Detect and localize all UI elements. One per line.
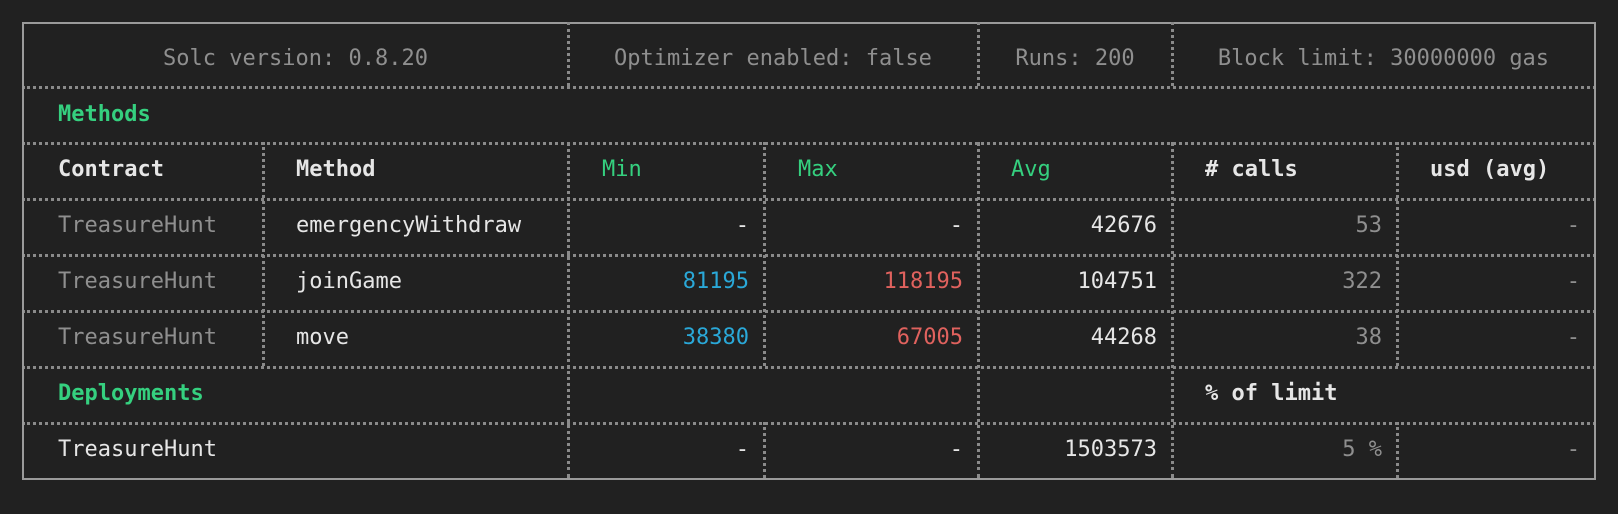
header-usd: usd (avg) (1430, 157, 1550, 182)
col-divider (1396, 142, 1399, 366)
method-row-avg: 104751 (1077, 269, 1157, 294)
row-separator (22, 422, 1596, 425)
col-divider (1171, 142, 1174, 478)
header-max: Max (798, 157, 838, 182)
col-divider (567, 142, 570, 478)
header-min: Min (602, 157, 642, 182)
method-row-max: 67005 (896, 325, 963, 350)
col-divider (567, 22, 570, 86)
header-percent-of-limit: % of limit (1205, 381, 1338, 406)
col-divider (977, 22, 980, 86)
row-separator (22, 310, 1596, 313)
method-row-max: - (949, 213, 963, 238)
deployment-row-contract: TreasureHunt (58, 437, 217, 462)
method-row-contract: TreasureHunt (58, 213, 217, 238)
method-row-avg: 44268 (1090, 325, 1157, 350)
deployment-row-usd: - (1566, 437, 1580, 462)
method-row-min: - (735, 213, 749, 238)
method-row-calls: 322 (1342, 269, 1382, 294)
col-divider (763, 422, 766, 478)
method-row-contract: TreasureHunt (58, 325, 217, 350)
header-contract: Contract (58, 157, 164, 182)
solc-version: Solc version: 0.8.20 (163, 46, 428, 71)
method-row-method: joinGame (296, 269, 402, 294)
col-divider (262, 142, 265, 366)
top-border (22, 22, 1596, 24)
header-method: Method (296, 157, 376, 182)
deployment-row-avg: 1503573 (1064, 437, 1157, 462)
col-divider (977, 142, 980, 478)
row-separator (22, 254, 1596, 257)
method-row-usd: - (1566, 325, 1580, 350)
method-row-contract: TreasureHunt (58, 269, 217, 294)
deployment-row-min: - (735, 437, 749, 462)
row-separator (22, 86, 1596, 89)
method-row-method: move (296, 325, 349, 350)
method-row-avg: 42676 (1090, 213, 1157, 238)
col-divider (763, 142, 766, 366)
method-row-max: 118195 (883, 269, 963, 294)
row-separator (22, 142, 1596, 145)
method-row-calls: 38 (1355, 325, 1383, 350)
method-row-usd: - (1566, 213, 1580, 238)
method-row-usd: - (1566, 269, 1580, 294)
method-row-calls: 53 (1355, 213, 1383, 238)
col-divider (1396, 422, 1399, 478)
optimizer-setting: Optimizer enabled: false (614, 46, 932, 71)
deployment-row-max: - (949, 437, 963, 462)
methods-section-title: Methods (58, 102, 151, 127)
deployment-row-pct: 5 % (1342, 437, 1382, 462)
method-row-min: 38380 (682, 325, 749, 350)
runs-setting: Runs: 200 (1015, 46, 1135, 71)
left-border (22, 22, 24, 478)
method-row-min: 81195 (682, 269, 749, 294)
col-divider (1171, 22, 1174, 86)
block-limit: Block limit: 30000000 gas (1217, 46, 1550, 71)
row-separator (22, 366, 1596, 369)
row-separator (22, 198, 1596, 201)
bottom-border (22, 478, 1596, 480)
deployments-section-title: Deployments (58, 381, 204, 406)
right-border (1594, 22, 1596, 478)
method-row-method: emergencyWithdraw (296, 213, 522, 238)
header-calls: # calls (1205, 157, 1298, 182)
header-avg: Avg (1011, 157, 1051, 182)
